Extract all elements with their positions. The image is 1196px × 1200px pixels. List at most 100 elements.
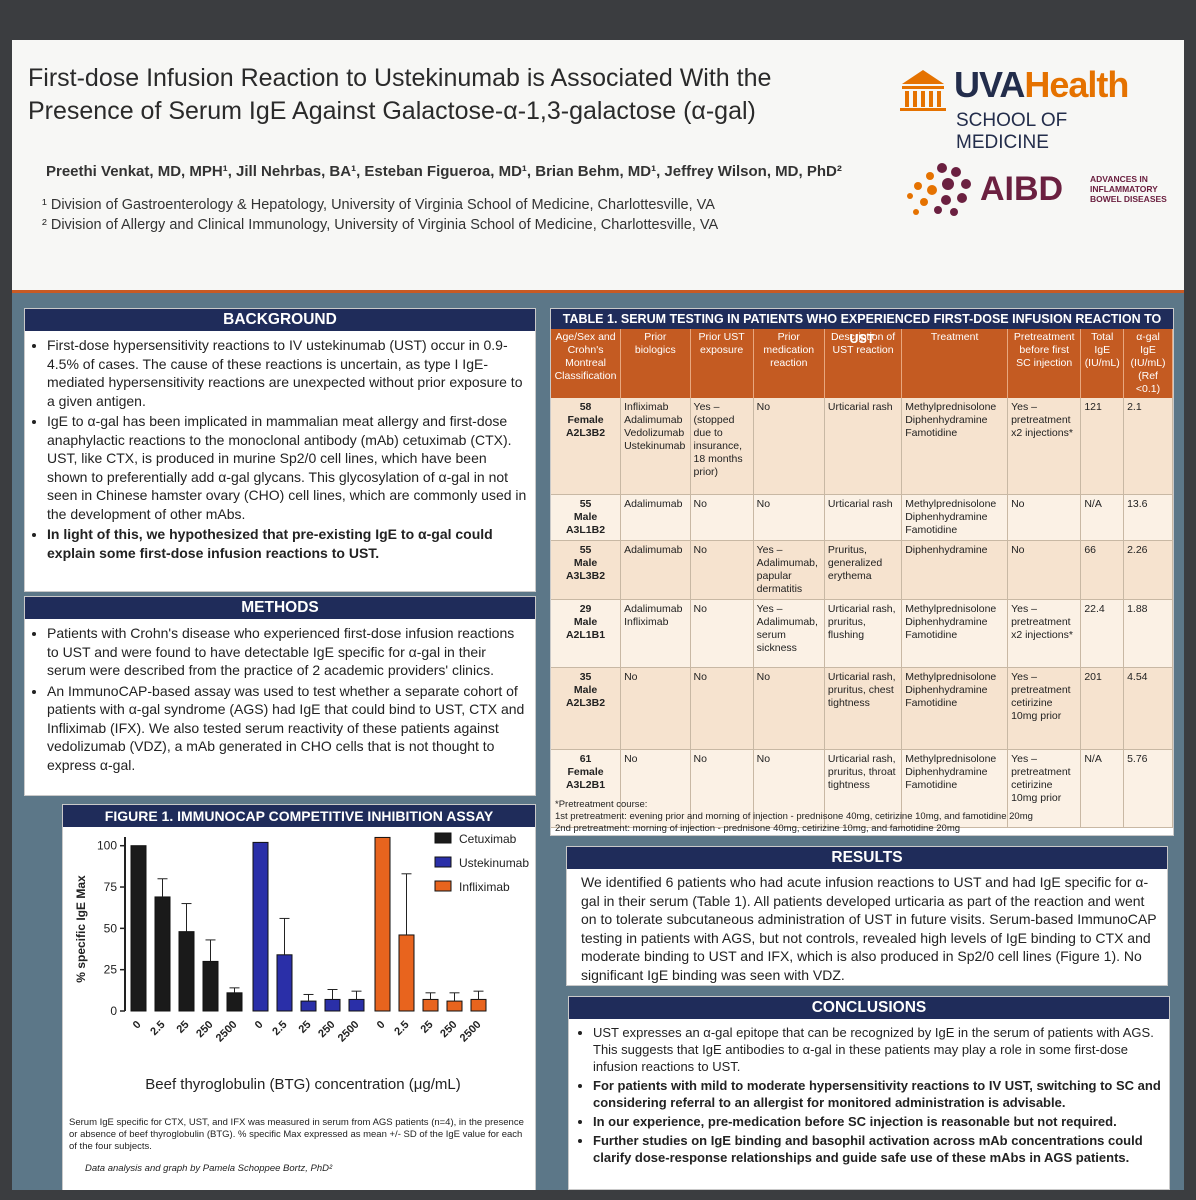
background-bullet-1: First-dose hypersensitivity reactions to…: [47, 336, 527, 410]
table-cell: 61 Female A3L2B1: [551, 749, 622, 828]
title-line-2: Presence of Serum IgE Against Galactose-…: [28, 97, 756, 125]
conclusions-bullet-1: UST expresses an α-gal epitope that can …: [593, 1024, 1161, 1075]
table-row: 55 Male A3L3B2 Adalimumab No Yes – Adalimum…: [551, 540, 1173, 600]
table-cell: Pruritus, generalized erythema: [824, 540, 903, 600]
uva-health-logo: UVAHealth SCHOOL OF MEDICINE: [896, 62, 1156, 153]
background-bullet-2: IgE to α-gal has been implicated in mamm…: [47, 412, 527, 523]
table-cell: Yes – Adalimumab, serum sickness: [753, 599, 825, 668]
table-row: 61 Female A3L2B1 No No No Urticarial rash, p…: [551, 749, 1173, 828]
table-header-cell: Description of UST reaction: [824, 329, 903, 398]
table-cell: No: [1007, 494, 1082, 541]
bar: [300, 1000, 317, 1012]
uva-subtitle: SCHOOL OF MEDICINE: [956, 110, 1068, 153]
table-cell: 29 Male A2L1B1: [551, 599, 622, 668]
x-tick-label: 25: [296, 1019, 313, 1036]
bar: [348, 998, 365, 1012]
bar: [422, 998, 439, 1012]
poster-header: First-dose Infusion Reaction to Ustekinu…: [12, 40, 1184, 293]
poster-title: First-dose Infusion Reaction to Ustekinu…: [28, 62, 888, 128]
background-heading: BACKGROUND: [25, 309, 535, 331]
table-cell: Methylprednisolone Diphenhydramine Famot…: [901, 494, 1009, 541]
bar: [446, 1000, 463, 1012]
table-cell: Urticarial rash, pruritus, flushing: [824, 599, 903, 668]
table-cell: No: [690, 494, 754, 541]
table-cell: 55 Male A3L1B2: [551, 494, 622, 541]
table-row: 29 Male A2L1B1 Adalimumab Infliximab No Yes…: [551, 599, 1173, 668]
figure-caption: Serum IgE specific for CTX, UST, and IFX…: [69, 1117, 524, 1152]
table-cell: Methylprednisolone Diphenhydramine Famot…: [901, 599, 1009, 668]
table-cell: Yes – pretreatment cetirizine 10mg prior: [1007, 667, 1082, 750]
bar: [398, 934, 415, 1012]
table-cell: Yes – pretreatment x2 injections*: [1007, 398, 1082, 495]
bar: [252, 841, 269, 1012]
legend-swatch: [434, 880, 452, 892]
table-cell: No: [690, 599, 754, 668]
legend-swatch: [434, 856, 452, 868]
x-tick-label: 2.5: [270, 1019, 289, 1038]
table-cell: 2.26: [1123, 540, 1173, 600]
x-tick-label: 2500: [214, 1019, 240, 1045]
figure-heading: FIGURE 1. IMMUNOCAP COMPETITIVE INHIBITI…: [63, 805, 535, 827]
authors: Preethi Venkat, MD, MPH¹, Jill Nehrbas, …: [46, 163, 842, 180]
x-tick-label: 25: [418, 1019, 435, 1036]
table-header-cell: Prior biologics: [620, 329, 691, 398]
x-tick-label: 0: [253, 1019, 266, 1032]
x-tick-label: 250: [438, 1019, 459, 1040]
figure-panel: FIGURE 1. IMMUNOCAP COMPETITIVE INHIBITI…: [62, 804, 536, 1190]
table-cell: No: [1007, 540, 1082, 600]
x-tick-label: 2500: [458, 1019, 484, 1045]
table-cell: 22.4: [1080, 599, 1125, 668]
bar: [202, 960, 219, 1012]
footnote-1: 1st pretreatment: evening prior and morn…: [555, 811, 1033, 822]
conclusions-bullet-2: For patients with mild to moderate hyper…: [593, 1077, 1161, 1111]
x-tick-label: 250: [316, 1019, 337, 1040]
table-cell: No: [620, 667, 691, 750]
footnote-2: 2nd pretreatment: morning of injection -…: [555, 823, 961, 834]
aibd-wordmark: AIBD: [980, 170, 1064, 208]
conclusions-bullet-3: In our experience, pre-medication before…: [593, 1113, 1161, 1130]
conclusions-bullet-4: Further studies on IgE binding and basop…: [593, 1132, 1161, 1166]
table-cell: No: [753, 749, 825, 828]
table-cell: No: [753, 494, 825, 541]
table-header-cell: Prior medication reaction: [753, 329, 825, 398]
bar: [470, 998, 487, 1012]
aibd-subtitle: ADVANCES IN INFLAMMATORY BOWEL DISEASES: [1090, 174, 1167, 204]
title-line-1: First-dose Infusion Reaction to Ustekinu…: [28, 64, 772, 92]
table-heading: TABLE 1. SERUM TESTING IN PATIENTS WHO E…: [551, 309, 1173, 346]
table-header-cell: Prior UST exposure: [690, 329, 754, 398]
table-cell: 58 Female A2L3B2: [551, 398, 622, 495]
bar: [324, 998, 341, 1012]
table-header-cell: Pretreatment before first SC injection: [1007, 329, 1082, 398]
figure-credit: Data analysis and graph by Pamela Schopp…: [85, 1163, 333, 1174]
table-cell: No: [620, 749, 691, 828]
aibd-logo: AIBD ADVANCES IN INFLAMMATORY BOWEL DISE…: [894, 158, 1167, 228]
table-row: 55 Male A3L1B2 Adalimumab No No Urticarial r…: [551, 494, 1173, 541]
bar: [276, 954, 293, 1012]
x-tick-label: 0: [131, 1019, 144, 1032]
table-cell: 13.6: [1123, 494, 1173, 541]
x-tick-label: 2.5: [392, 1019, 411, 1038]
table-cell: Infliximab Adalimumab Vedolizumab Usteki…: [620, 398, 691, 495]
table-cell: Methylprednisolone Diphenhydramine Famot…: [901, 398, 1009, 495]
table-cell: Yes – pretreatment x2 injections*: [1007, 599, 1082, 668]
y-tick-label: 25: [104, 963, 118, 977]
x-tick-label: 25: [174, 1019, 191, 1036]
table-cell: 35 Male A2L3B2: [551, 667, 622, 750]
methods-heading: METHODS: [25, 597, 535, 619]
bar: [178, 931, 195, 1012]
methods-bullet-2: An ImmunoCAP-based assay was used to tes…: [47, 682, 527, 775]
bar: [374, 836, 391, 1012]
table-cell: 1.88: [1123, 599, 1173, 668]
bar: [154, 896, 171, 1012]
table-panel: TABLE 1. SERUM TESTING IN PATIENTS WHO E…: [550, 308, 1174, 836]
y-tick-label: 0: [110, 1004, 117, 1018]
table-cell: Methylprednisolone Diphenhydramine Famot…: [901, 749, 1009, 828]
x-tick-label: 250: [194, 1019, 215, 1040]
footnote-heading: *Pretreatment course:: [555, 799, 648, 810]
table-cell: Urticarial rash: [824, 398, 903, 495]
table-cell: Adalimumab: [620, 540, 691, 600]
table-cell: No: [690, 540, 754, 600]
table-header-cell: α-gal IgE (IU/mL) (Ref <0.1): [1123, 329, 1173, 398]
table-cell: N/A: [1080, 494, 1125, 541]
